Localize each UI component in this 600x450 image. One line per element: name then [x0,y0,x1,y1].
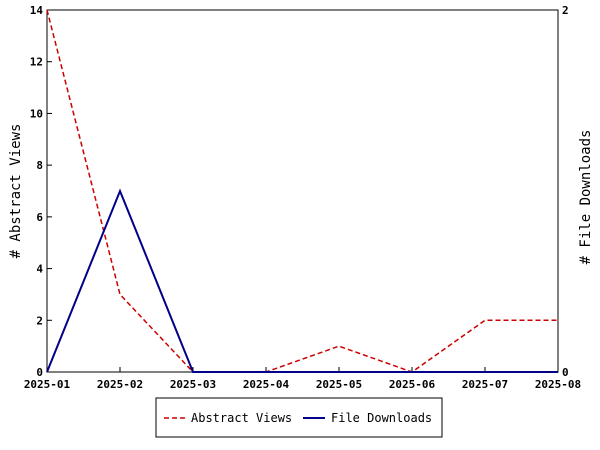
y-axis-left-title: # Abstract Views [8,124,24,259]
series-layer [46,9,558,373]
y-left-tick-label: 0 [36,366,43,379]
series-line-file-downloads [46,188,558,373]
x-tick-label: 2025-01 [24,378,71,391]
x-tick-label: 2025-05 [316,378,362,391]
legend: Abstract Views File Downloads [155,397,443,438]
legend-label-file-downloads: File Downloads [331,411,432,425]
y-left-tick-label: 4 [36,263,43,276]
y-left-tick-label: 8 [36,159,43,172]
x-tick-label: 2025-07 [462,378,508,391]
y-right-tick-label: 2 [562,4,569,17]
plot-area [46,9,559,373]
y-left-tick-label: 6 [36,211,43,224]
legend-label-abstract-views: Abstract Views [191,411,292,425]
y-axis-left: 0 2 4 6 8 10 12 14 [30,4,52,379]
x-tick-label: 2025-03 [170,378,216,391]
y-left-tick-label: 10 [30,107,43,120]
y-axis-right-title: # File Downloads [578,130,594,265]
y-right-tick-label: 0 [562,366,569,379]
x-tick-label: 2025-06 [389,378,436,391]
x-tick-label: 2025-02 [97,378,143,391]
y-left-tick-label: 2 [36,314,43,327]
y-left-tick-label: 14 [30,4,44,17]
legend-box [155,397,443,438]
y-left-tick-label: 12 [30,56,43,69]
x-axis: 2025-01 2025-02 2025-03 2025-04 2025-05 2025-… [24,367,581,391]
x-tick-label: 2025-08 [535,378,581,391]
x-tick-label: 2025-04 [243,378,290,391]
